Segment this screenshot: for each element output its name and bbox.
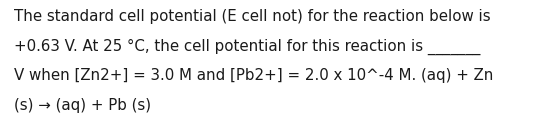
Text: V when [Zn2+] = 3.0 M and [Pb2+] = 2.0 x 10^-4 M. (aq) + Zn: V when [Zn2+] = 3.0 M and [Pb2+] = 2.0 x… [14,68,493,83]
Text: +0.63 V. At 25 °C, the cell potential for this reaction is _______: +0.63 V. At 25 °C, the cell potential fo… [14,38,480,55]
Text: (s) → (aq) + Pb (s): (s) → (aq) + Pb (s) [14,98,151,113]
Text: The standard cell potential (E cell not) for the reaction below is: The standard cell potential (E cell not)… [14,9,490,24]
